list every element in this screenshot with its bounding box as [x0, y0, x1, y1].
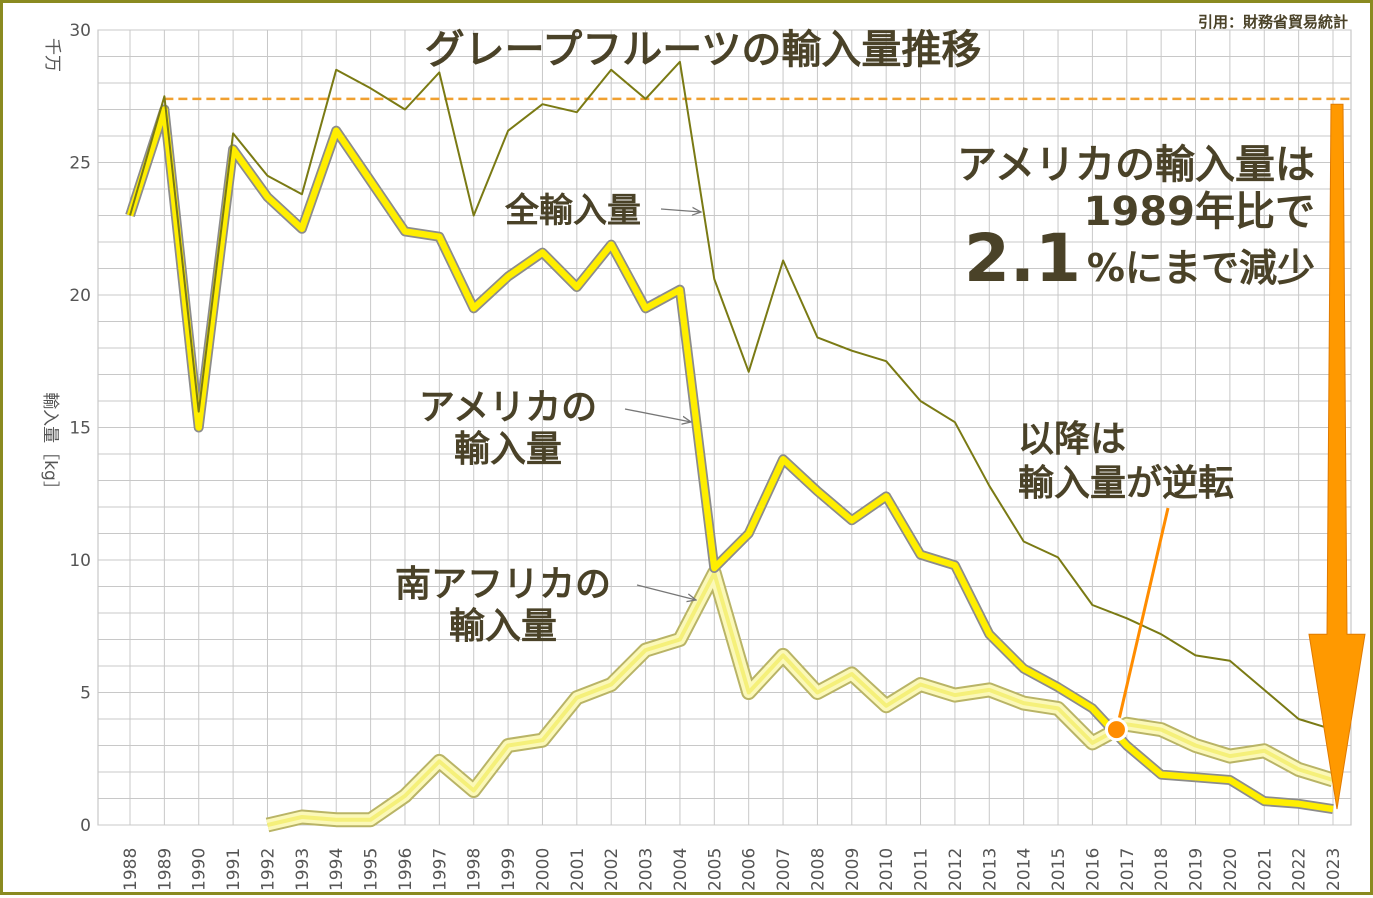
- us-import-label-line1: アメリカの: [419, 387, 597, 428]
- axis-ticks: 0 5 10 15 20 25 30 1988 1989 1990 1991 1992 1993 1994…: [69, 21, 1344, 891]
- us-label-pointer: [624, 408, 691, 422]
- x-tick-label: 1988: [121, 848, 141, 891]
- x-tick-label: 1990: [190, 848, 210, 891]
- decline-arrow: [1308, 103, 1366, 810]
- crossover-label-line2: 輸入量が逆転: [1018, 463, 1234, 504]
- x-tick-label: 1993: [293, 848, 313, 891]
- series-lines: [125, 60, 1336, 833]
- x-tick-label: 2015: [1049, 848, 1069, 891]
- series-south-africa-line: [267, 571, 1334, 827]
- x-tick-label: 1992: [258, 848, 278, 891]
- x-tick-label: 1994: [327, 848, 347, 891]
- y-tick-label: 25: [69, 154, 91, 174]
- headline-line2: 1989年比で: [1084, 189, 1315, 235]
- sa-import-label-line1: 南アフリカの: [395, 564, 611, 605]
- y-tick-label: 0: [80, 816, 91, 836]
- x-tick-label: 1997: [430, 848, 450, 891]
- headline-line3: 2.1 %にまで減少: [964, 220, 1315, 297]
- x-tick-label: 2016: [1083, 848, 1103, 891]
- x-tick-label: 2009: [843, 848, 863, 891]
- headline-tail: %にまで減少: [1087, 246, 1315, 290]
- x-tick-label: 2011: [912, 848, 932, 891]
- y-tick-label: 20: [69, 286, 91, 306]
- y-tick-label: 30: [69, 21, 91, 41]
- x-tick-label: 2001: [568, 848, 588, 891]
- y-tick-label: 5: [80, 684, 91, 704]
- sa-import-label-line2: 輸入量: [449, 606, 557, 647]
- x-tick-label: 2020: [1221, 848, 1241, 891]
- x-tick-label: 2021: [1255, 848, 1275, 891]
- y-tick-label: 15: [69, 419, 91, 439]
- x-tick-label: 2002: [602, 848, 622, 891]
- x-tick-label: 2012: [946, 848, 966, 891]
- source-note: 引用：財務省貿易統計: [1198, 13, 1348, 31]
- crossover-label-line1: 以降は: [1018, 419, 1126, 460]
- headline-big-number: 2.1: [964, 220, 1081, 297]
- total-label-pointer: [660, 209, 701, 212]
- series-total-line: [129, 60, 1334, 731]
- x-tick-label: 1995: [362, 848, 382, 891]
- x-tick-label: 2010: [877, 848, 897, 891]
- x-tick-label: 2014: [1015, 848, 1035, 891]
- x-tick-label: 2004: [671, 848, 691, 891]
- series-usa-line: [126, 106, 1334, 813]
- x-tick-label: 2008: [808, 848, 828, 891]
- x-tick-label: 1991: [224, 848, 244, 891]
- x-tick-label: 2018: [1152, 848, 1172, 891]
- x-tick-label: 2000: [533, 848, 553, 891]
- headline-line1: アメリカの輸入量は: [957, 142, 1315, 188]
- y-unit-label: 千万: [42, 38, 62, 72]
- x-tick-label: 1998: [465, 848, 485, 891]
- x-tick-label: 2019: [1187, 848, 1207, 891]
- x-tick-label: 1989: [155, 848, 175, 891]
- x-tick-label: 1999: [499, 848, 519, 891]
- x-tick-label: 2007: [774, 848, 794, 891]
- x-tick-label: 2005: [705, 848, 725, 891]
- x-tick-label: 2017: [1118, 848, 1138, 891]
- grapefruit-import-chart: 0 5 10 15 20 25 30 1988 1989 1990 1991 1992 1993 1994…: [40, 13, 1366, 891]
- total-import-label: 全輸入量: [504, 191, 641, 231]
- series-south-africa-outline: [265, 565, 1336, 833]
- x-tick-label: 1996: [396, 848, 416, 891]
- x-tick-label: 2006: [740, 848, 760, 891]
- crossover-pointer: [1117, 507, 1170, 718]
- x-tick-label: 2022: [1290, 848, 1310, 891]
- x-tick-label: 2003: [637, 848, 657, 891]
- series-south-africa-band: [266, 567, 1335, 831]
- chart-title: グレープフルーツの輸入量推移: [425, 27, 982, 73]
- x-tick-label: 2023: [1324, 848, 1344, 891]
- us-import-label-line2: 輸入量: [454, 429, 562, 470]
- x-tick-label: 2013: [980, 848, 1000, 891]
- y-axis-label: 輸入量［kg］: [40, 392, 60, 498]
- y-tick-label: 10: [69, 551, 91, 571]
- sa-label-pointer: [636, 584, 696, 600]
- crossover-marker: [1104, 718, 1128, 742]
